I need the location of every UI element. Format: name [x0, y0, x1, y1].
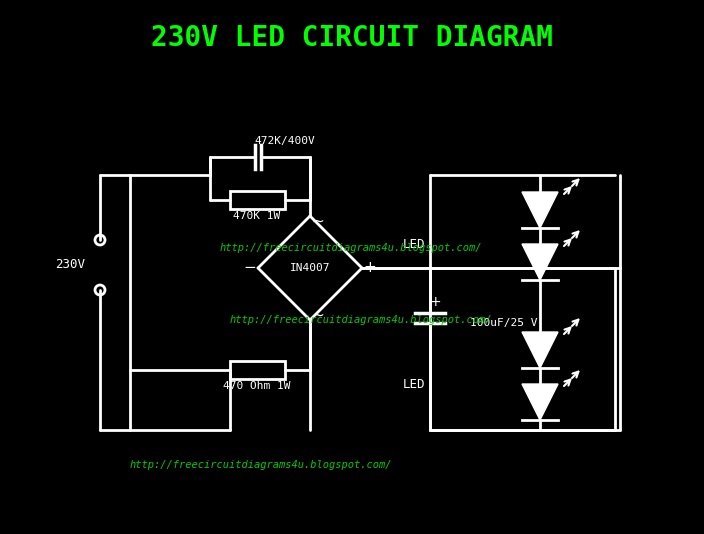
Text: +: + [429, 295, 441, 309]
Polygon shape [522, 332, 558, 368]
Text: IN4007: IN4007 [290, 263, 330, 273]
Text: http://freecircuitdiagrams4u.blogspot.com/: http://freecircuitdiagrams4u.blogspot.co… [230, 315, 493, 325]
Polygon shape [522, 244, 558, 280]
Text: 472K/400V: 472K/400V [255, 136, 315, 146]
Text: −: − [244, 261, 256, 276]
Text: LED: LED [403, 378, 425, 390]
Text: 230V LED CIRCUIT DIAGRAM: 230V LED CIRCUIT DIAGRAM [151, 24, 553, 52]
Text: 470K 1W: 470K 1W [233, 211, 281, 221]
Polygon shape [522, 192, 558, 228]
Text: ~: ~ [312, 214, 325, 229]
Text: 100uF/25 V: 100uF/25 V [470, 318, 537, 328]
Text: LED: LED [403, 238, 425, 250]
Polygon shape [522, 384, 558, 420]
Text: 470 Ohm 1W: 470 Ohm 1W [223, 381, 291, 391]
Text: http://freecircuitdiagrams4u.blogspot.com/: http://freecircuitdiagrams4u.blogspot.co… [220, 243, 482, 253]
Text: 230V: 230V [55, 258, 85, 271]
Text: ~: ~ [312, 308, 325, 323]
Text: +: + [364, 261, 377, 276]
Text: http://freecircuitdiagrams4u.blogspot.com/: http://freecircuitdiagrams4u.blogspot.co… [130, 460, 393, 470]
Bar [230, 361, 285, 379]
Bar [230, 191, 285, 209]
